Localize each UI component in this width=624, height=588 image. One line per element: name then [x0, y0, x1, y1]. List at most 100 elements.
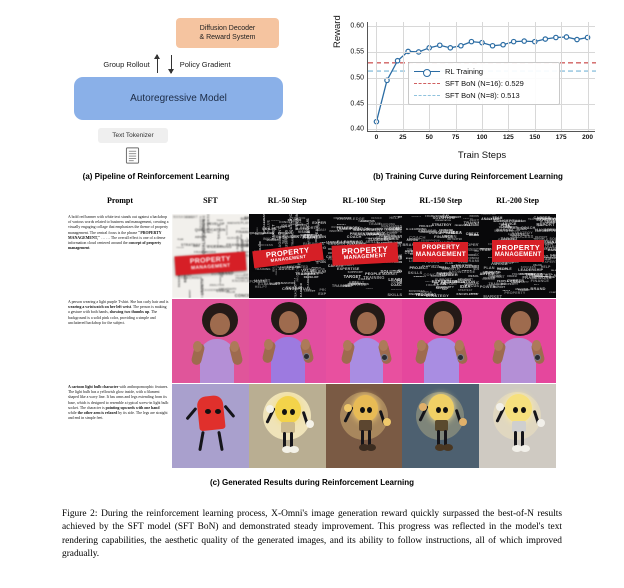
leg-left: [514, 431, 518, 447]
banner-text: PROPERTY MANAGEMENT: [190, 256, 232, 271]
thumbs-up-right: [300, 339, 310, 350]
eye-right: [289, 408, 295, 415]
foot-left: [435, 444, 446, 451]
banner-text: PROPERTY MANAGEMENT: [265, 246, 310, 264]
wristwatch: [457, 354, 465, 361]
eye-right: [367, 407, 373, 414]
foot-left: [512, 445, 523, 452]
hand-open: [382, 417, 391, 426]
text-tokenizer-box: Text Tokenizer: [98, 128, 168, 143]
eye-left: [205, 409, 211, 414]
generated-image-cell: [479, 384, 556, 468]
document-icon: [125, 147, 140, 164]
chart-x-tick-label: 50: [425, 134, 433, 141]
black-word-cloud-with-angled-red-property-management-banner: E-LEARNINGIDEAFOCUSEXPERTISETRAININGPRES…: [248, 214, 326, 298]
banner-text: PROPERTY MANAGEMENT: [416, 245, 466, 258]
generated-image-cell: [325, 299, 403, 383]
foot-left: [359, 444, 370, 451]
thumbs-up-right: [378, 340, 388, 351]
prompt-text-cell: A bold red banner with white text stands…: [68, 215, 169, 251]
eye-left: [512, 407, 518, 414]
woman-in-purple-tshirt-two-thumbs-up-wristwatch: [479, 299, 556, 383]
chart-x-tick-label: 0: [374, 134, 379, 141]
subcaption-a: (a) Pipeline of Reinforcement Learning: [82, 172, 230, 181]
red-property-management-banner: PROPERTY MANAGEMENT: [331, 242, 399, 266]
chart-gridline-vertical: [376, 22, 378, 131]
black-word-cloud-with-clean-red-property-management-banner: CONCEPTUALMARKETTEAMVALUEMOTIVATEDPROPER…: [479, 214, 556, 298]
chart-data-point: [500, 41, 506, 48]
bulb-screw-base: [358, 420, 372, 431]
generated-image-cell: [402, 299, 480, 383]
column-header-prompt: Prompt: [106, 196, 134, 205]
thumbs-up-left: [494, 340, 504, 351]
purple-tshirt: [200, 339, 234, 383]
policy-gradient-label: Policy Gradient: [179, 59, 231, 69]
table-row: A bold red banner with white text stands…: [68, 214, 556, 298]
banner-line2: MANAGEMENT: [190, 262, 231, 271]
chart-gridline-horizontal: [368, 129, 595, 131]
chart-y-tick-label: 0.50: [350, 74, 364, 82]
diffusion-box-line2: & Reward System: [199, 34, 256, 41]
chart-gridline-vertical: [402, 22, 404, 131]
foot-right: [520, 445, 531, 452]
diffusion-box-line1: Diffusion Decoder: [199, 24, 256, 32]
arrows-row: Group Rollout Policy Gradient: [42, 54, 292, 74]
generated-image-cell: [172, 384, 249, 468]
chart-data-point: [542, 36, 549, 42]
glowing-bulb-character-pointing-upward-warm-background: [325, 384, 403, 468]
black-word-cloud-with-centered-red-property-management-banner: PRESENTATIONSOLUTIONE-LEARNINGMOTIVATEDB…: [402, 214, 480, 298]
generated-image-cell: [325, 384, 403, 468]
thumbs-up-left: [263, 339, 273, 350]
generated-image-cell: CONCEPTUALMARKETTEAMVALUEMOTIVATEDPROPER…: [479, 214, 556, 298]
blurry-word-collage-light-with-distorted-red-banner: SERVICEPROCESSFRAMEWORKTEACHINGHELPFOCUS…: [172, 214, 249, 298]
chart-x-tick-label: 100: [476, 134, 488, 141]
hand-open: [459, 417, 468, 426]
generated-image-cell: SERVICEPROCESSFRAMEWORKTEACHINGHELPFOCUS…: [172, 214, 249, 298]
purple-tshirt: [349, 338, 383, 383]
leg-right: [367, 430, 371, 446]
hand-pointing: [343, 403, 352, 412]
chart-x-tick-label: 25: [399, 134, 407, 141]
legend-label: SFT BoN (N=16): 0.529: [445, 79, 524, 88]
panel-b-training-curve: Reward Train Steps 0 25 50 75 100 125 150 175 20…: [312, 0, 624, 190]
leg-right: [290, 432, 294, 448]
banner-line1: PROPERTY: [421, 244, 460, 252]
chart-data-point: [510, 38, 517, 45]
hand-open: [537, 418, 546, 427]
generated-image-cell: [402, 384, 480, 468]
generated-image-cell: [248, 384, 326, 468]
bulb-screw-base: [511, 421, 526, 432]
red-abstract-cartoon-character-on-lavender-background: [172, 384, 249, 468]
generated-image-cell: [479, 299, 556, 383]
red-property-management-banner: PROPERTY MANAGEMENT: [492, 240, 545, 262]
hand-pointing: [265, 404, 274, 413]
diffusion-decoder-box: Diffusion Decoder & Reward System: [176, 18, 279, 48]
column-header-rl-50-step: RL-50 Step: [267, 196, 307, 205]
chart-legend: RL Training SFT BoN (N=16): 0.529 SFT Bo…: [408, 62, 560, 105]
subcaption-c: (c) Generated Results during Reinforceme…: [209, 478, 415, 487]
hand-pointing: [419, 402, 428, 411]
purple-tshirt: [501, 338, 537, 383]
prompt-text-cell: A person wearing a light purple T-shirt.…: [68, 300, 169, 325]
column-header-sft: SFT: [203, 196, 218, 205]
thumbs-up-right: [230, 341, 239, 352]
chart-gridline-horizontal: [368, 51, 595, 53]
autoregressive-model-box: Autoregressive Model: [74, 77, 283, 120]
red-property-management-banner: PROPERTY MANAGEMENT: [174, 251, 247, 276]
bulb-screw-base: [434, 420, 449, 431]
chart-gridline-vertical: [587, 22, 589, 131]
thumbs-up-right: [455, 340, 465, 351]
arrow-up-icon: [152, 54, 164, 74]
legend-label: SFT BoN (N=8): 0.513: [445, 91, 520, 100]
leg-left: [436, 430, 440, 446]
legend-swatch-line-icon: [414, 68, 440, 77]
chart-y-tick-label: 0.55: [350, 48, 364, 56]
yellow-cartoon-bulb-character-with-gloves-and-shoes: [248, 384, 326, 468]
foot-right: [289, 446, 300, 453]
chart-x-tick-label: 150: [529, 134, 541, 141]
bulb-glass: [428, 394, 455, 422]
bulb-screw-base: [281, 422, 295, 433]
wristwatch: [534, 354, 542, 361]
face: [209, 312, 231, 335]
thumbs-up-left: [417, 340, 427, 351]
